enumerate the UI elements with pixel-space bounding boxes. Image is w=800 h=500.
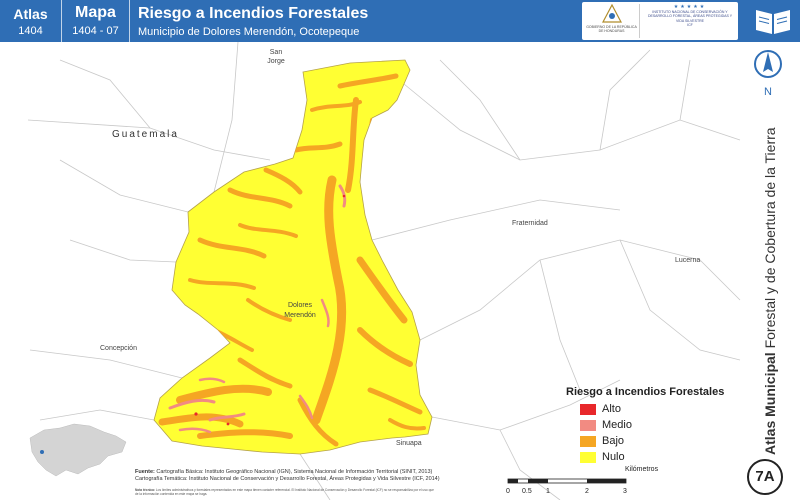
legend-swatch-medio	[580, 420, 596, 431]
scale-bar-graphic	[507, 478, 627, 484]
atlas-box: Atlas 1404	[0, 0, 62, 42]
legend-swatch-bajo	[580, 436, 596, 447]
legend-title: Riesgo a Incendios Forestales	[566, 386, 725, 398]
scale-tick-1: 0.5	[522, 488, 532, 495]
legend-item-alto: Alto	[580, 402, 724, 418]
label-sinuapa: Sinuapa	[396, 440, 422, 447]
atlas-number: 1404	[18, 25, 43, 37]
mapa-box: Mapa 1404 - 07	[62, 0, 130, 42]
vertical-title-bold: Atlas Municipal	[762, 352, 778, 455]
nota-label: Nota técnica:	[135, 488, 156, 492]
scale-tick-3: 2	[585, 488, 589, 495]
vertical-atlas-title: Atlas Municipal Forestal y de Cobertura …	[762, 127, 778, 455]
legend-swatch-nulo	[580, 452, 596, 463]
north-label: N	[764, 86, 772, 98]
place-labels: San Jorge Guatemala Fraternidad Lucerna …	[100, 49, 700, 447]
vertical-title-rest: Forestal y de Cobertura de la Tierra	[762, 127, 778, 353]
open-book-icon	[756, 10, 790, 34]
scale-tick-4: 3	[623, 488, 627, 495]
legend-item-bajo: Bajo	[580, 434, 724, 450]
risk-patches	[158, 73, 426, 447]
north-arrow-icon: N	[754, 50, 782, 98]
right-sidebar: N	[746, 42, 800, 500]
background-boundaries	[27, 42, 741, 500]
bajo-risk-patches	[158, 73, 426, 447]
government-logo-text: GOBIERNO DE LA REPÚBLICA DE HONDURAS	[586, 25, 637, 33]
fuente-line-2: Cartografía Temática: Instituto Nacional…	[135, 476, 440, 482]
book-icon-box	[746, 0, 800, 42]
mapa-label: Mapa	[75, 4, 116, 21]
label-lucerna: Lucerna	[675, 257, 700, 264]
map-code-badge: 7A	[747, 459, 783, 495]
label-san-jorge-2: Jorge	[267, 58, 285, 65]
label-dolores-1: Dolores	[288, 302, 313, 309]
fire-risk-map: San Jorge Guatemala Fraternidad Lucerna …	[27, 42, 741, 500]
page-title: Riesgo a Incendios Forestales	[138, 5, 369, 22]
stars-icon: ★★★★★	[673, 4, 707, 10]
honduras-inset-map	[29, 423, 127, 477]
icf-logo-text: INSTITUTO NACIONAL DE CONSERVACIÓN Y DES…	[647, 9, 733, 23]
scale-tick-0: 0	[506, 488, 510, 495]
legend-label-alto: Alto	[602, 403, 621, 415]
institution-logos: GOBIERNO DE LA REPÚBLICA DE HONDURAS ★★★…	[582, 2, 738, 40]
label-concepcion: Concepción	[100, 345, 137, 352]
mapa-number: 1404 - 07	[72, 25, 119, 37]
label-guatemala: Guatemala	[112, 129, 179, 140]
alto-risk-patches	[194, 194, 346, 426]
nota-text: Los límites administrativos y forestales…	[135, 488, 434, 496]
government-seal-icon	[601, 3, 622, 23]
sources-block: Fuente: Cartografía Básica: Instituto Ge…	[135, 469, 495, 483]
medio-risk-patches	[168, 184, 347, 434]
label-san-jorge-1: San	[270, 49, 283, 56]
legend-item-medio: Medio	[580, 418, 724, 434]
label-fraternidad: Fraternidad	[512, 220, 548, 227]
legend-item-nulo: Nulo	[580, 450, 724, 466]
government-logo: GOBIERNO DE LA REPÚBLICA DE HONDURAS	[584, 3, 640, 38]
page-subtitle: Municipio de Dolores Merendón, Ocotepequ…	[138, 26, 360, 38]
fuente-label: Fuente:	[135, 469, 155, 475]
fuente-line-1: Cartografía Básica: Instituto Geográfico…	[156, 469, 433, 475]
legend-label-bajo: Bajo	[602, 435, 625, 447]
legend-label-nulo: Nulo	[602, 451, 625, 463]
technical-note: Nota técnica: Los límites administrativo…	[135, 488, 435, 496]
title-box: Riesgo a Incendios Forestales Municipio …	[138, 5, 368, 38]
atlas-label: Atlas	[13, 6, 48, 22]
municipality-area	[153, 59, 433, 455]
scale-tick-2: 1	[546, 488, 550, 495]
scale-units: Kilómetros	[625, 466, 659, 473]
label-dolores-2: Merendón	[284, 312, 316, 319]
legend-swatch-alto	[580, 404, 596, 415]
header-bar: Atlas 1404 Mapa 1404 - 07 Riesgo a Incen…	[0, 0, 800, 42]
icf-logo-abbr: ICF	[687, 23, 693, 27]
legend-label-medio: Medio	[602, 419, 632, 431]
icf-logo: ★★★★★ INSTITUTO NACIONAL DE CONSERVACIÓN…	[644, 5, 736, 37]
legend: Riesgo a Incendios Forestales Alto Medio…	[566, 386, 724, 466]
